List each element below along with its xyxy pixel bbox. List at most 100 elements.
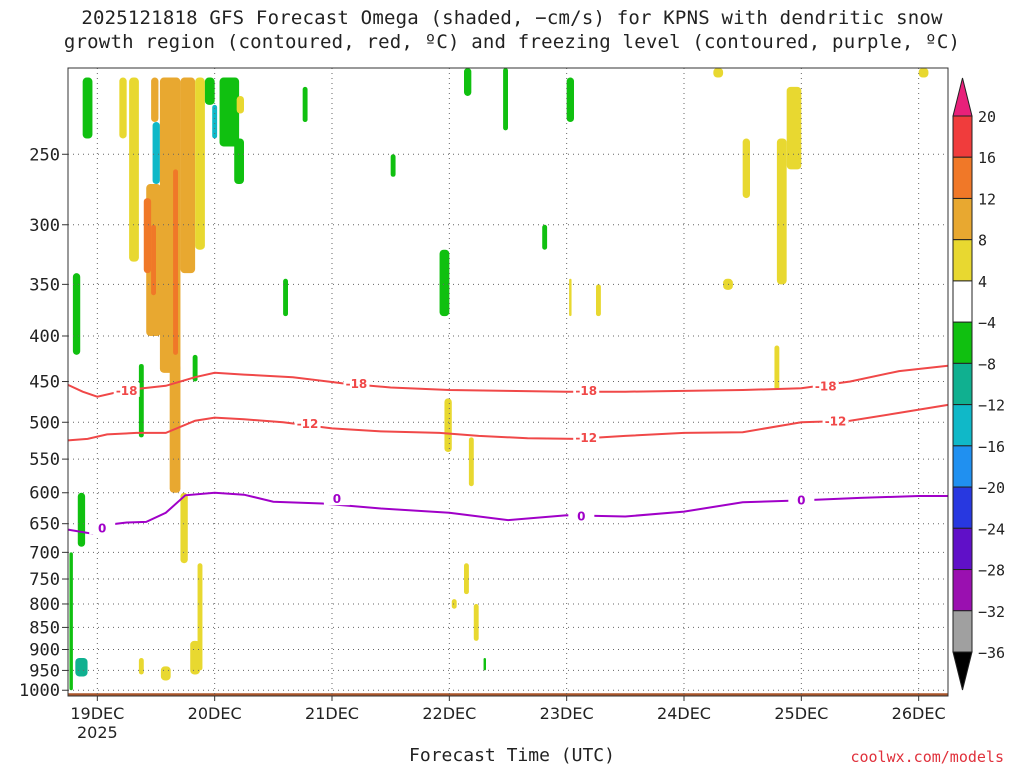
omega-cell-22: [204, 77, 215, 105]
omega-cell-40: [451, 599, 457, 609]
colorbar-box-5: [952, 321, 973, 364]
omega-cell-12: [180, 492, 188, 564]
omega-cell-27: [236, 95, 244, 114]
contour-label--12: -12: [575, 431, 597, 445]
x-tick-label-25DEC: 25DEC: [774, 704, 828, 723]
contour-label-bg-0-3: [812, 378, 839, 393]
omega-cell-35: [503, 68, 508, 131]
credit-link[interactable]: coolwx.com/models: [850, 748, 1004, 766]
omega-cell-30: [302, 86, 308, 123]
x-tick-label-24DEC: 24DEC: [657, 704, 711, 723]
y-tick-label-250: 250: [29, 145, 60, 165]
colorbar-label-11: −28: [978, 562, 1005, 580]
colorbar-label-3: 8: [978, 232, 987, 250]
colorbar-box-1: [952, 156, 973, 199]
y-tick-label-350: 350: [29, 275, 60, 295]
contour-label-bg-2-2: [568, 508, 595, 523]
contour-label-bg-1-1: [573, 430, 600, 445]
chart-title: 2025121818 GFS Forecast Omega (shaded, −…: [0, 6, 1024, 54]
contour-lines: -18 -18 -18 -18 -12 -12 -12 0 0 0 0: [67, 364, 949, 535]
contour-label--18: -18: [116, 384, 138, 398]
colorbar-box-3: [952, 239, 973, 282]
contour-label--18: -18: [815, 380, 837, 394]
omega-cell-20: [75, 658, 88, 677]
omega-cell-48: [786, 86, 802, 170]
omega-cell-45: [742, 138, 750, 199]
contour-label-bg-2-0: [89, 520, 116, 535]
colorbar-box-2: [952, 197, 973, 241]
omega-cell-8: [173, 169, 178, 355]
colorbar-box-7: [952, 404, 973, 447]
omega-cell-14: [190, 640, 200, 675]
y-tick-label-400: 400: [29, 327, 60, 347]
omega-cell-10: [180, 77, 196, 274]
colorbar-box-12: [952, 610, 973, 653]
y-tick-label-750: 750: [29, 570, 60, 590]
omega-cell-23: [219, 77, 240, 147]
contour-line--18: [67, 364, 949, 398]
colorbar: 20 16 12 8 4 −4 −8 −12 −16 −20 −24 −28 −32 −36: [952, 77, 1005, 691]
omega-cell-36: [542, 224, 548, 250]
omega-cell-19: [77, 492, 86, 547]
omega-cell-21: [69, 552, 73, 691]
x-axis-title: Forecast Time (UTC): [409, 745, 615, 766]
grid-lines: [68, 68, 948, 696]
y-tick-label-450: 450: [29, 373, 60, 393]
omega-cell-47: [776, 138, 787, 285]
y-tick-label-550: 550: [29, 450, 60, 470]
y-tick-label-300: 300: [29, 216, 60, 236]
omega-cell-46: [713, 68, 724, 78]
contour-label-bg-0-2: [573, 382, 600, 397]
x-tick-label-23DEC: 23DEC: [540, 704, 594, 723]
colorbar-label-6: −8: [978, 355, 996, 373]
omega-cell-34: [464, 68, 472, 96]
y-tick-label-500: 500: [29, 413, 60, 433]
omega-cell-24: [212, 104, 218, 139]
contour-label-0: 0: [797, 493, 805, 507]
colorbar-box-11: [952, 569, 973, 612]
colorbar-label-12: −32: [978, 603, 1005, 621]
omega-cell-44: [566, 77, 574, 123]
omega-cell-18: [72, 273, 81, 355]
omega-cell-16: [138, 658, 144, 675]
contour-label-0: 0: [577, 509, 585, 523]
contour-label--12: -12: [825, 414, 847, 428]
omega-cell-42: [569, 278, 572, 317]
contour-label-bg-1-0: [294, 415, 321, 430]
omega-cell-51: [918, 68, 929, 78]
contour-label-bg-2-1: [323, 491, 350, 506]
x-tick-label-22DEC: 22DEC: [422, 704, 476, 723]
colorbar-top-triangle: [952, 77, 973, 117]
contour-label-0: 0: [98, 521, 106, 535]
y-tick-label-600: 600: [29, 484, 60, 504]
colorbar-box-4: [952, 280, 973, 323]
ground-band: [68, 693, 948, 696]
colorbar-label-2: 12: [978, 190, 996, 208]
omega-cell-28: [138, 363, 144, 438]
x-tick-label-19DEC: 19DEC: [70, 704, 124, 723]
omega-cell-17: [82, 77, 93, 139]
contour-label--18: -18: [346, 377, 368, 391]
omega-cell-1: [129, 77, 139, 262]
omega-shading: [69, 68, 929, 691]
colorbar-label-7: −12: [978, 397, 1005, 415]
contour-label-bg-2-3: [788, 492, 815, 507]
colorbar-box-0: [952, 115, 973, 158]
colorbar-box-9: [952, 486, 973, 529]
contour-line--12: [67, 403, 949, 442]
omega-cell-41: [483, 658, 486, 671]
y-tick-label-700: 700: [29, 543, 60, 563]
omega-cell-38: [473, 603, 479, 641]
colorbar-label-1: 16: [978, 149, 996, 167]
omega-cell-6: [151, 224, 156, 296]
contour-label-bg-1-2: [822, 413, 849, 428]
omega-cell-33: [444, 398, 452, 453]
y-axis: 250 300 350 400 450 500 550 600 650 700 750 800 850 9…: [19, 145, 68, 701]
y-tick-label-1000: 1000: [19, 681, 60, 701]
ground-surface: [68, 693, 948, 696]
colorbar-bottom-triangle: [952, 651, 973, 691]
chart-title-line1: 2025121818 GFS Forecast Omega (shaded, −…: [81, 7, 943, 29]
contour-label--12: -12: [297, 417, 319, 431]
colorbar-label-4: 4: [978, 273, 987, 291]
